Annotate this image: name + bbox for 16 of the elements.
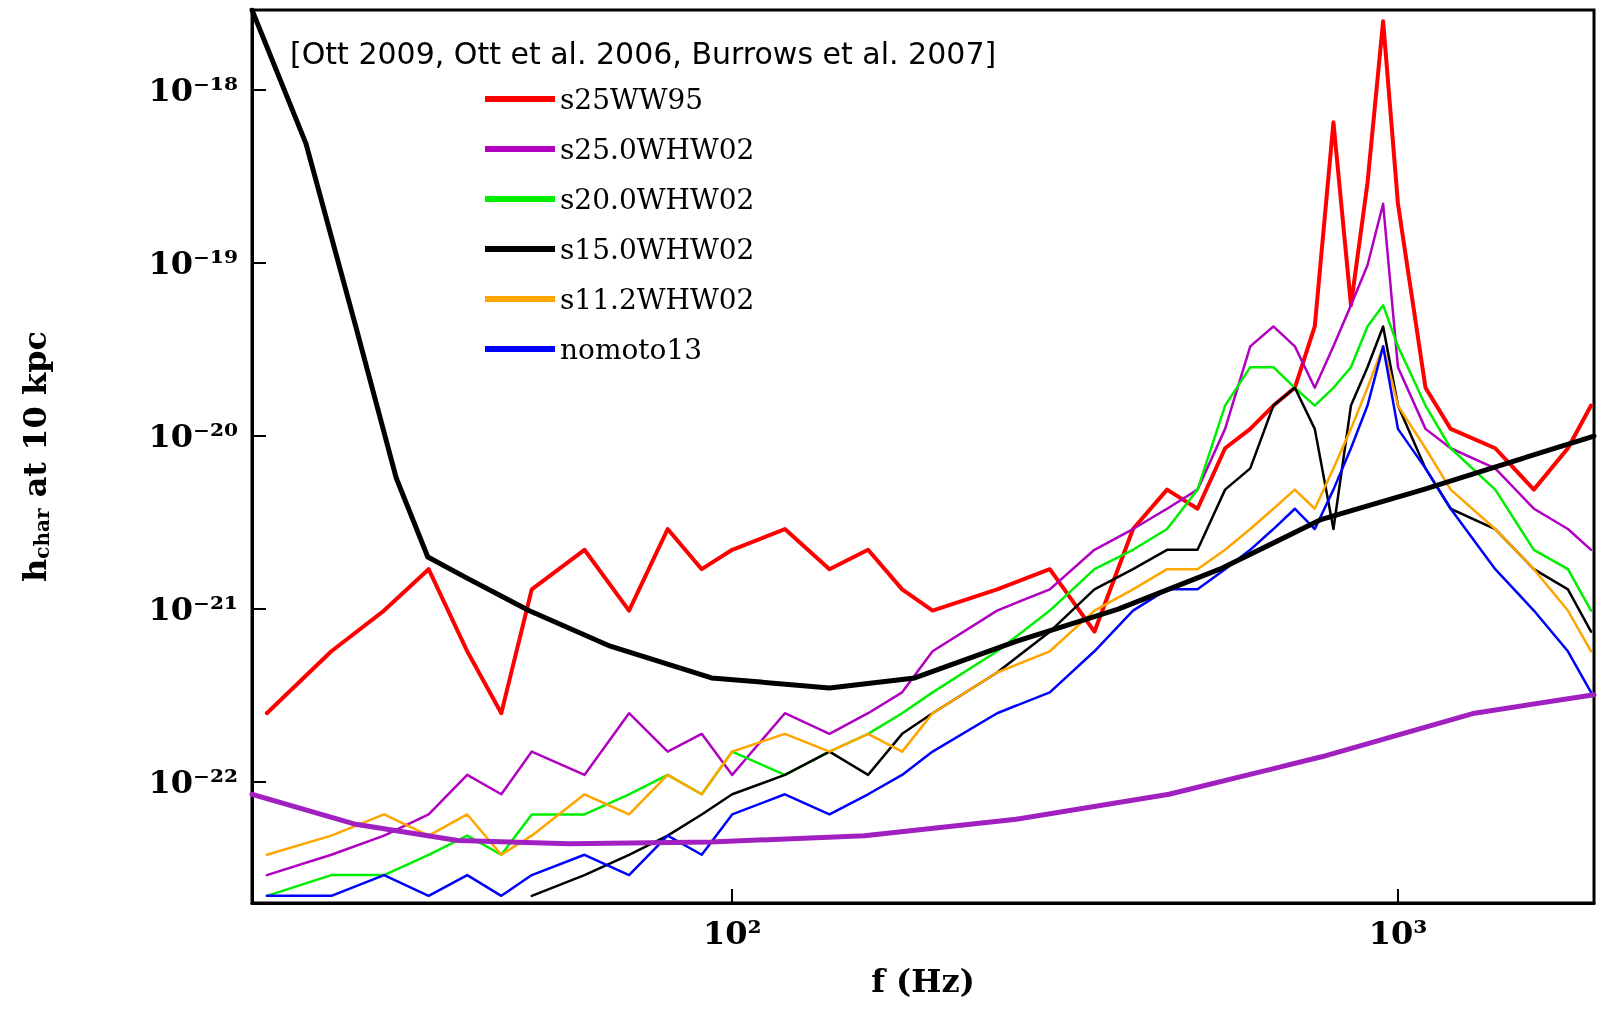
x-tick-label: 10² (702, 914, 762, 952)
legend-label: nomoto13 (560, 332, 703, 366)
legend-label: s25.0WHW02 (560, 132, 755, 166)
legend-label: s20.0WHW02 (560, 182, 755, 216)
y-axis-title: hchar at 10 kpc (16, 331, 54, 582)
legend-label: s15.0WHW02 (560, 232, 755, 266)
legend-label: s25WW95 (560, 82, 704, 116)
y-tick-label: 10⁻¹⁸ (148, 71, 238, 109)
annotation: [Ott 2009, Ott et al. 2006, Burrows et al. 2007] (290, 35, 997, 71)
y-tick-label: 10⁻²⁰ (148, 417, 238, 456)
legend-label: s11.2WHW02 (560, 282, 755, 316)
x-tick-label: 10³ (1368, 914, 1428, 952)
y-tick-label: 10⁻²¹ (148, 590, 238, 629)
x-axis-title: f (Hz) (871, 962, 975, 1000)
y-tick-label: 10⁻¹⁹ (148, 244, 238, 283)
y-tick-label: 10⁻²² (148, 763, 238, 802)
